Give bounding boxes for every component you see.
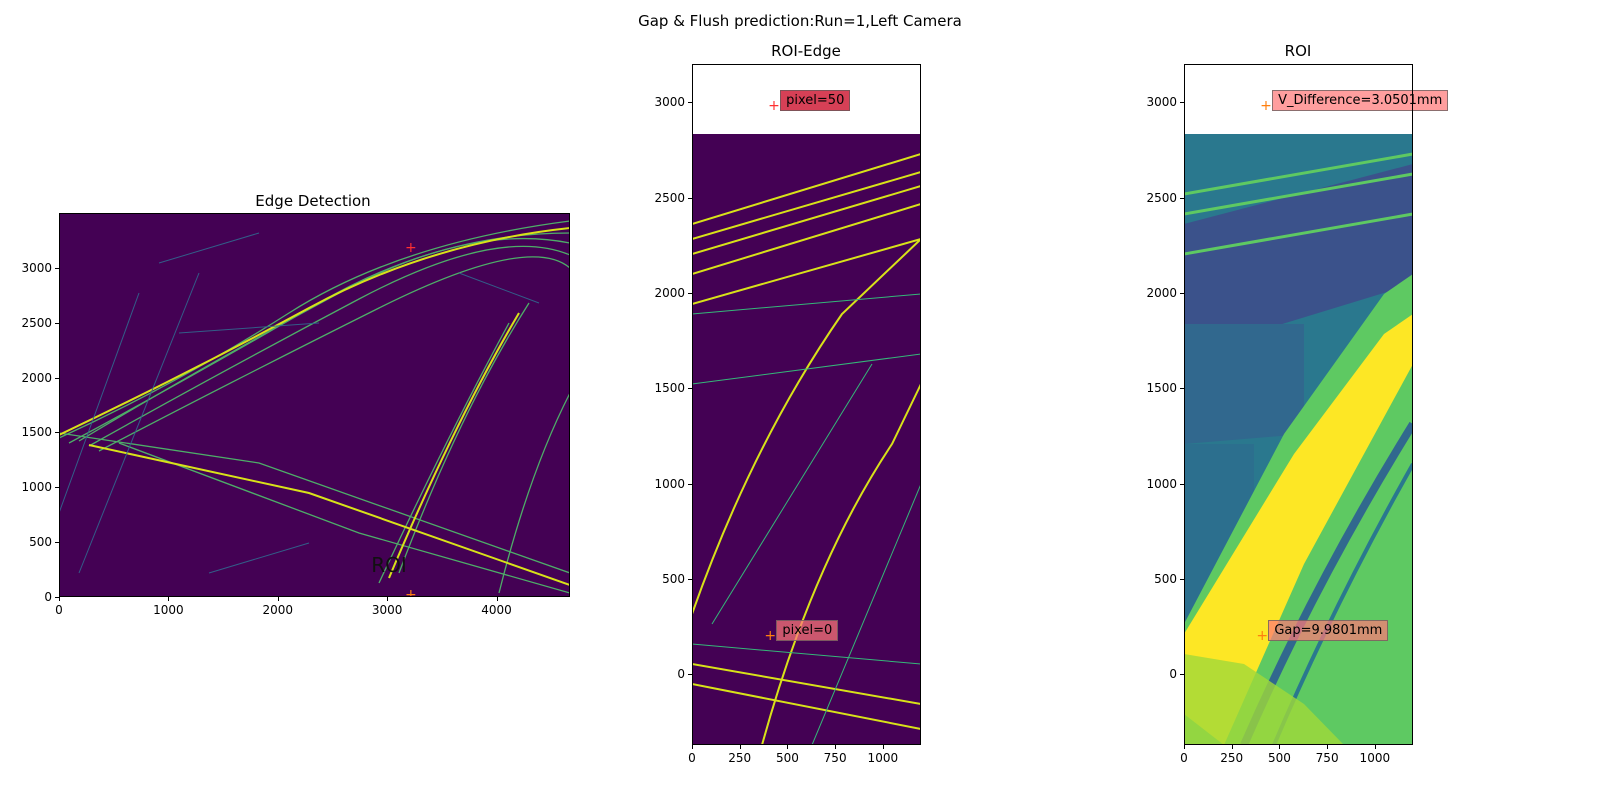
edge-detection-ytick-label: 500: [29, 535, 52, 550]
roi-ytick-label: 500: [1154, 572, 1177, 587]
edge-detection-ytick-mark: [55, 267, 59, 269]
roi-ytick-label: 1000: [1146, 476, 1177, 491]
roi-edge-xtick-mark: [692, 745, 693, 749]
edge-detection-canvas: [59, 220, 570, 594]
roi-ytick-mark: [1180, 102, 1184, 104]
roi-ytick-mark: [1180, 483, 1184, 485]
roi-xtick-label: 0: [1180, 751, 1188, 765]
edge-detection-ytick-mark: [55, 597, 59, 598]
roi-ytick-label: 2500: [1146, 190, 1177, 205]
roi-xtick-mark: [1184, 745, 1185, 749]
edge-detection-image: + + ROI: [59, 213, 570, 597]
edge-detection-ytick-mark: [55, 322, 59, 324]
edge-detection-xtick-label: 3000: [371, 603, 403, 617]
edge-detection-xtick-label: 1000: [153, 603, 184, 617]
edge-detection-ytick-label: 2500: [21, 315, 52, 330]
annotation-pixel-50: pixel=50: [780, 89, 851, 111]
edge-detection-xtick-label: 4000: [481, 603, 512, 617]
edge-detection-ytick-mark: [55, 377, 59, 379]
roi-ytick-mark: [1180, 674, 1184, 676]
roi-ytick-label: 2000: [1146, 285, 1177, 300]
roi-ytick-mark: [1180, 292, 1184, 294]
roi-edge-ytick-label: 2000: [654, 285, 685, 300]
roi-edge-xtick-label: 500: [775, 751, 799, 765]
annotation-pixel-0: pixel=0: [776, 620, 839, 642]
roi-ytick-mark: [1180, 388, 1184, 390]
edge-detection-xtick-label: 0: [55, 603, 63, 617]
roi-ytick-mark: [1180, 579, 1184, 581]
roi-edge-ytick-mark: [688, 292, 692, 294]
annotation-gap: Gap=9.9801mm: [1268, 620, 1389, 642]
edge-detection-xtick-mark: [59, 597, 60, 601]
roi-edge-xtick-label: 0: [688, 751, 696, 765]
roi-edge-ytick-label: 0: [677, 667, 685, 682]
roi-edge-ytick-mark: [688, 102, 692, 104]
edge-detection-xtick-mark: [496, 597, 498, 601]
edge-detection-xtick-mark: [387, 597, 389, 601]
roi-edge-xtick-mark: [787, 745, 789, 749]
roi-edge-xtick-mark: [882, 745, 884, 749]
marker-top: +: [405, 586, 417, 597]
roi-edge-ytick-label: 3000: [654, 95, 685, 110]
roi-xtick-mark: [1231, 745, 1233, 749]
roi-edge-ytick-mark: [688, 674, 692, 676]
roi-edge-xtick-mark: [835, 745, 837, 749]
roi-label: ROI: [371, 553, 407, 578]
roi-xtick-mark: [1327, 745, 1329, 749]
edge-detection-ytick-label: 2000: [21, 370, 52, 385]
marker-gap: +: [1256, 628, 1269, 645]
roi-edge-ytick-mark: [688, 388, 692, 390]
roi-edge-ytick-label: 1000: [654, 476, 685, 491]
marker-bottom: +: [405, 240, 417, 257]
roi-edge-xtick-label: 750: [823, 751, 847, 765]
roi-xtick-mark: [1374, 745, 1376, 749]
roi-xtick-label: 750: [1315, 751, 1339, 765]
edge-detection-ytick-label: 3000: [21, 260, 52, 275]
marker-pixel-0: +: [764, 628, 777, 645]
roi-edge-ytick-label: 500: [662, 572, 685, 587]
roi-edge-xtick-label: 1000: [867, 751, 899, 765]
roi-edge-ytick-mark: [688, 197, 692, 199]
marker-v-difference: +: [1260, 97, 1272, 114]
roi-edge-xtick-label: 250: [728, 751, 752, 765]
roi-xtick-label: 250: [1220, 751, 1244, 765]
roi-ytick-mark: [1180, 197, 1184, 199]
roi-edge-ytick-mark: [688, 579, 692, 581]
roi-ytick-label: 1500: [1146, 381, 1177, 396]
roi-edge-ytick-label: 2500: [654, 190, 685, 205]
edge-detection-ytick-label: 1500: [21, 425, 52, 440]
figure-title: Gap & Flush prediction:Run=1,Left Camera: [638, 12, 962, 30]
roi-edge-xtick-mark: [739, 745, 741, 749]
edge-detection-ytick-mark: [55, 487, 59, 489]
roi-title: ROI: [1284, 42, 1312, 60]
edge-detection-xtick-mark: [168, 597, 170, 601]
roi-xtick-mark: [1279, 745, 1281, 749]
roi-edge-canvas: [692, 134, 921, 745]
marker-pixel-50: +: [768, 97, 780, 114]
edge-detection-xtick-label: 2000: [262, 603, 294, 617]
edge-detection-ytick-label: 1000: [21, 480, 52, 495]
edge-detection-ytick-label: 0: [44, 590, 52, 604]
edge-detection-xtick-mark: [277, 597, 279, 601]
roi-edge-ytick-label: 1500: [654, 381, 685, 396]
roi-edge-image: + + pixel=0 pixel=50: [692, 64, 921, 745]
edge-detection-ytick-mark: [55, 432, 59, 434]
edge-detection-title: Edge Detection: [255, 192, 371, 210]
roi-xtick-label: 1000: [1359, 751, 1391, 765]
roi-edge-ytick-mark: [688, 483, 692, 485]
roi-ytick-label: 3000: [1146, 95, 1177, 110]
roi-xtick-label: 500: [1267, 751, 1291, 765]
annotation-v-difference: V_Difference=3.0501mm: [1272, 89, 1449, 111]
roi-canvas: [1184, 134, 1413, 745]
edge-detection-ytick-mark: [55, 542, 59, 544]
roi-image: + + Gap=9.9801mm V_Difference=3.0501mm: [1184, 64, 1449, 745]
roi-edge-title: ROI-Edge: [771, 42, 841, 60]
roi-ytick-label: 0: [1169, 667, 1177, 682]
